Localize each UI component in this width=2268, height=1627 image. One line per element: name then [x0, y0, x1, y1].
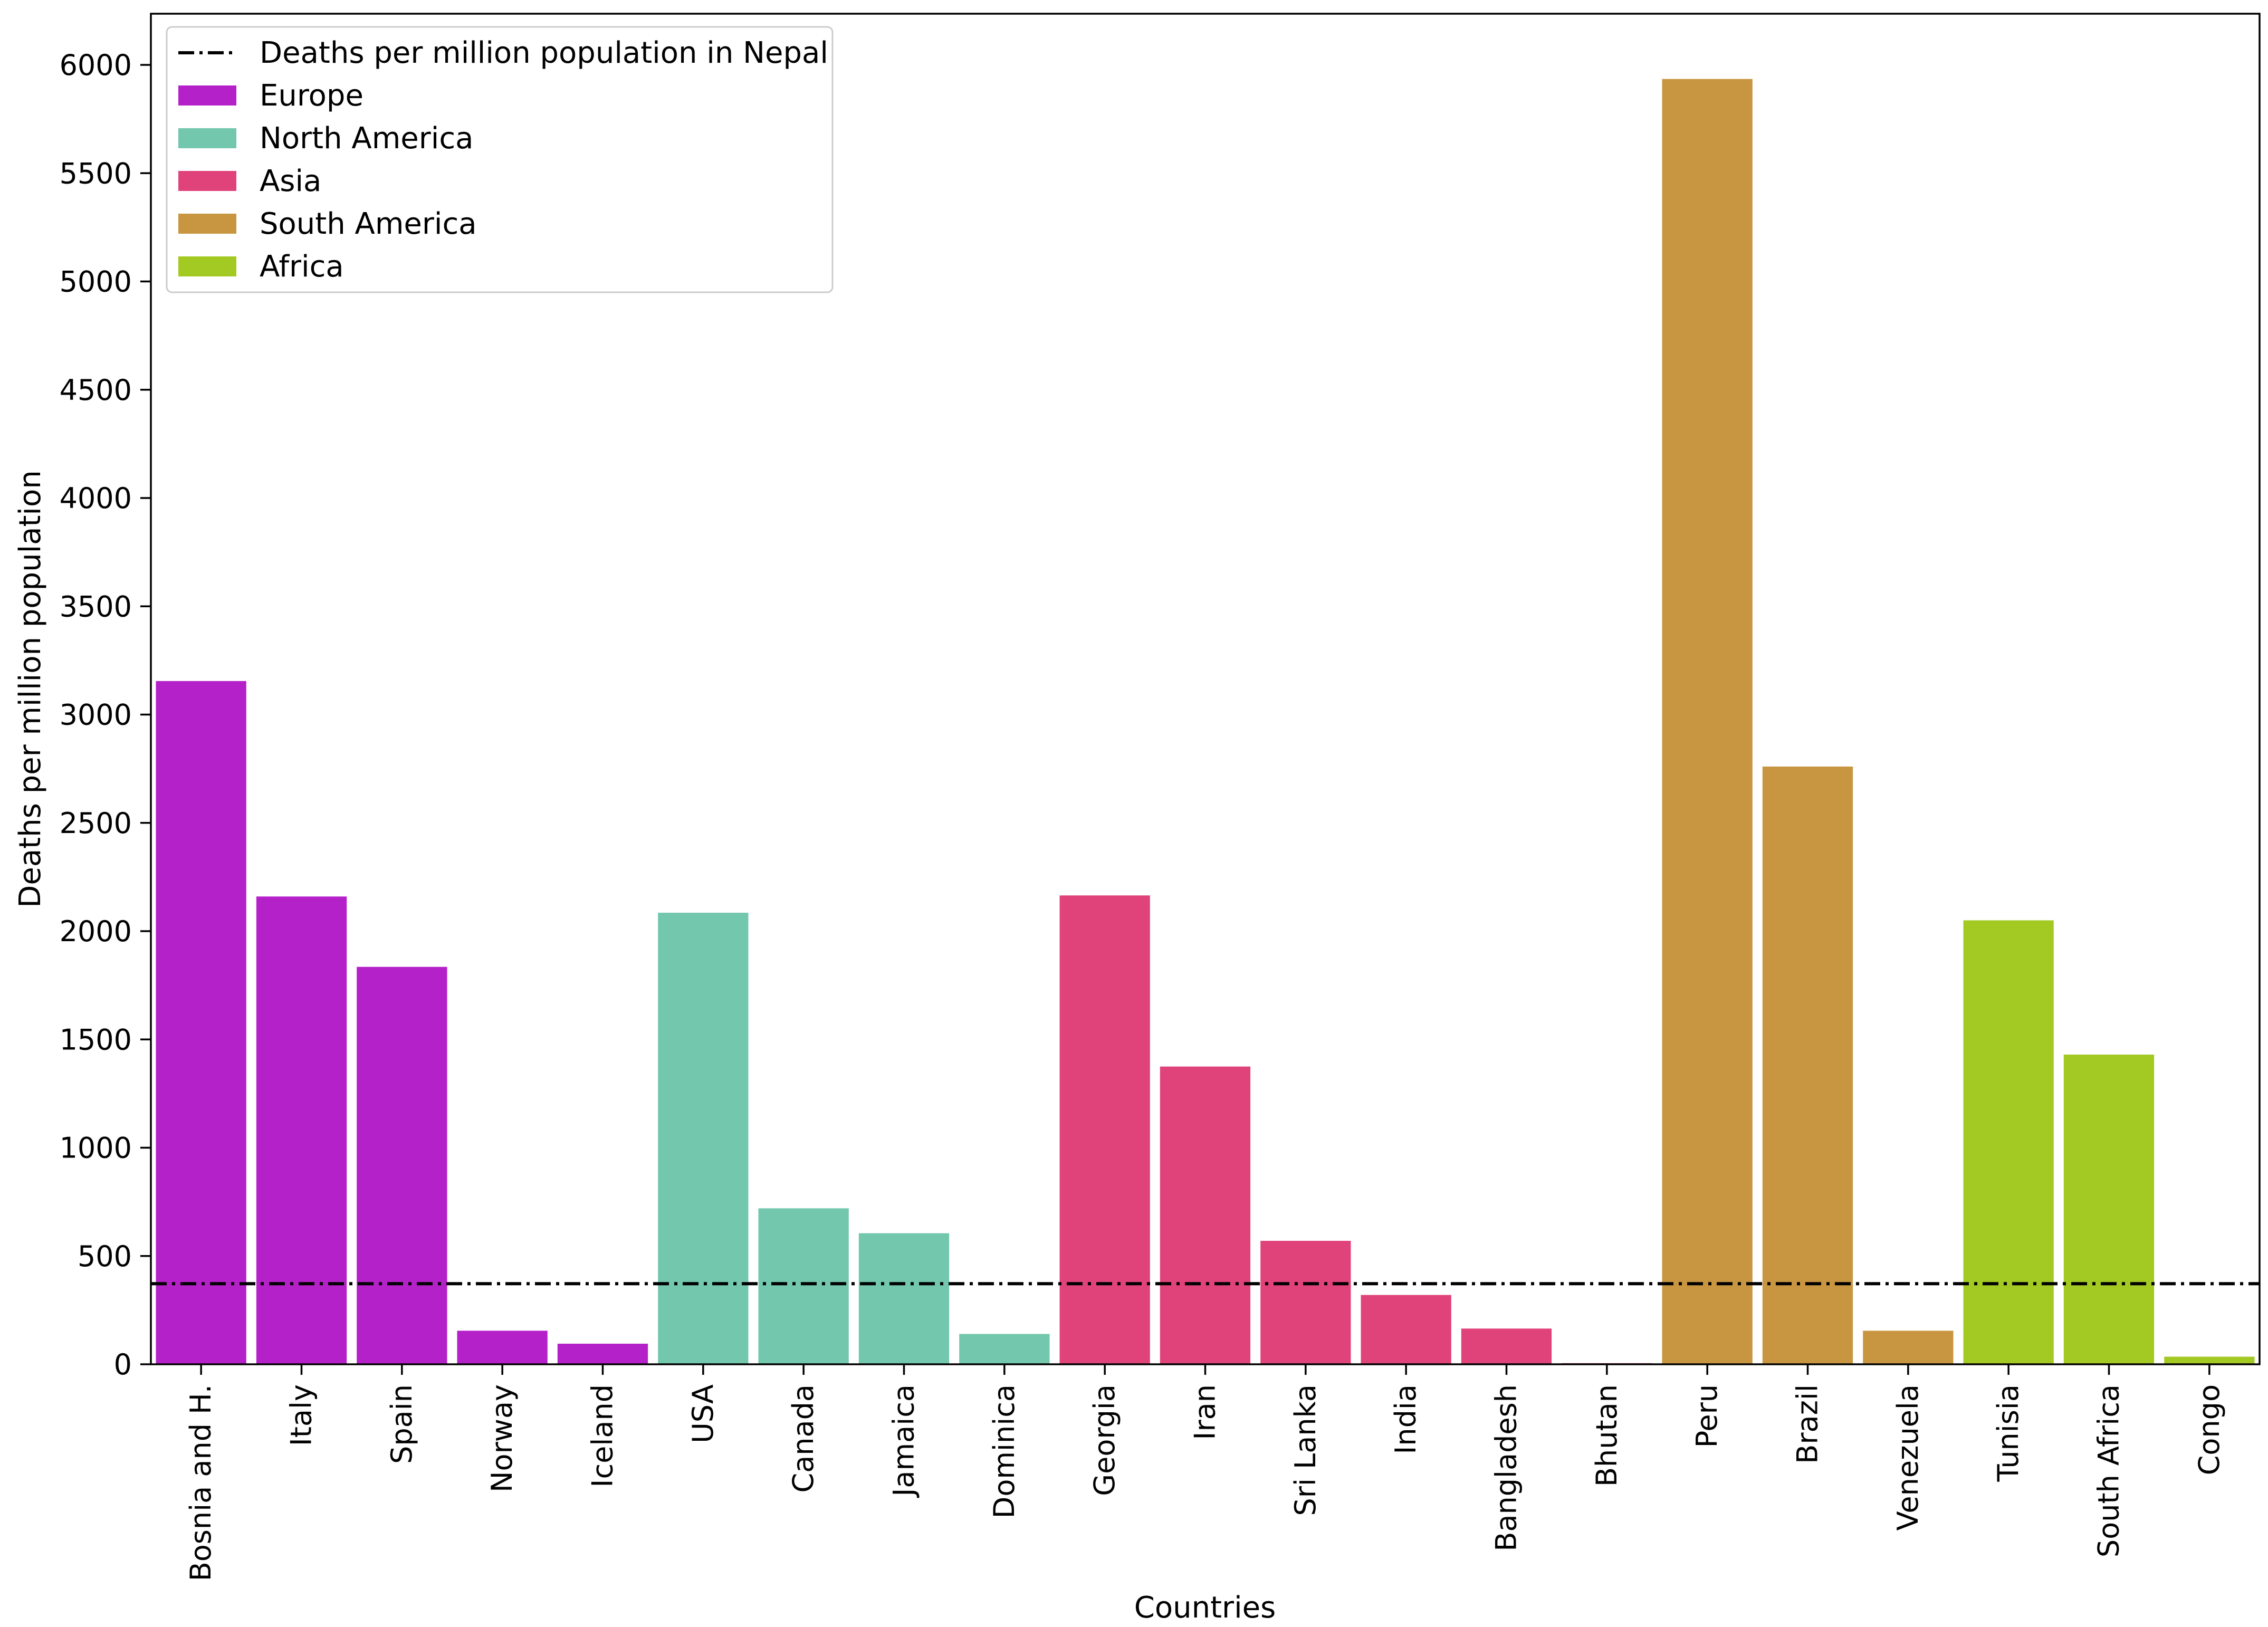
bar-georgia [1059, 895, 1150, 1364]
y-axis: 0 500 1000 1500 2000 2500 3000 3500 4000 4500 5000… [60, 49, 151, 1381]
bar-sri-lanka [1260, 1241, 1351, 1364]
y-tick-label: 4000 [60, 482, 132, 515]
x-tick-label: Iceland [586, 1384, 619, 1487]
bar-italy [256, 896, 347, 1364]
x-tick-label: Norway [485, 1384, 519, 1492]
legend: Deaths per million population in Nepal E… [166, 26, 834, 293]
legend-swatch-europe [178, 85, 236, 106]
x-tick-label: Iran [1189, 1384, 1222, 1440]
x-tick-label: Jamaica [887, 1384, 921, 1498]
bar-brazil [1762, 767, 1853, 1364]
y-tick-label: 1000 [60, 1132, 132, 1165]
bars-layer [156, 79, 2255, 1365]
bar-south-africa [2063, 1055, 2155, 1364]
y-tick-label: 5500 [60, 157, 132, 190]
x-tick-label: Congo [2193, 1384, 2226, 1475]
legend-label-europe: Europe [260, 79, 363, 113]
y-tick-label: 0 [114, 1348, 132, 1381]
bar-bangladesh [1461, 1328, 1552, 1364]
bar-dominica [959, 1334, 1050, 1364]
bar-tunisia [1963, 920, 2054, 1364]
legend-swatch-south-america [178, 214, 236, 234]
legend-label-reference-line: Deaths per million population in Nepal [260, 36, 828, 70]
x-tick-label: USA [686, 1384, 720, 1443]
legend-label-south-america: South America [260, 207, 477, 241]
y-tick-label: 1500 [60, 1023, 132, 1056]
bar-peru [1662, 79, 1753, 1365]
x-tick-label: India [1389, 1384, 1422, 1454]
x-axis-title: Countries [1134, 1591, 1276, 1625]
y-tick-label: 3000 [60, 698, 132, 732]
x-tick-label: Georgia [1088, 1384, 1121, 1496]
x-tick-label: Venezuela [1891, 1384, 1925, 1530]
legend-swatch-africa [178, 256, 236, 276]
legend-swatch-north-america [178, 128, 236, 148]
plot-frame [150, 13, 2261, 1365]
y-tick-label: 6000 [60, 49, 132, 82]
y-tick-label: 2000 [60, 915, 132, 948]
bar-iran [1160, 1066, 1251, 1364]
x-tick-label: Brazil [1791, 1384, 1824, 1464]
bar-spain [357, 966, 447, 1364]
bar-iceland [557, 1344, 648, 1364]
y-tick-label: 3500 [60, 590, 132, 623]
legend-label-africa: Africa [260, 250, 344, 284]
y-tick-label: 4500 [60, 374, 132, 407]
y-tick-label: 2500 [60, 807, 132, 840]
bar-bosnia-and-h [156, 681, 246, 1364]
legend-box [166, 26, 834, 293]
legend-label-north-america: North America [260, 121, 473, 156]
x-tick-label: Dominica [988, 1384, 1021, 1518]
bar-india [1361, 1295, 1451, 1364]
bar-jamaica [858, 1233, 950, 1364]
bar-norway [457, 1331, 548, 1364]
x-tick-label: Peru [1690, 1384, 1724, 1448]
x-tick-label: Bhutan [1590, 1384, 1623, 1487]
bar-congo [2164, 1356, 2255, 1364]
bar-venezuela [1863, 1331, 1954, 1364]
x-tick-label: Canada [787, 1384, 820, 1492]
x-axis: Bosnia and H. Italy Spain Norway Iceland USA C… [184, 1364, 2226, 1581]
x-tick-label: South Africa [2092, 1384, 2126, 1557]
y-tick-label: 5000 [60, 265, 132, 299]
y-axis-title: Deaths per million population [13, 470, 47, 907]
x-tick-label: Bangladesh [1490, 1384, 1523, 1552]
legend-label-asia: Asia [260, 164, 321, 198]
y-tick-label: 500 [78, 1240, 132, 1273]
x-tick-label: Tunisia [1992, 1384, 2025, 1482]
x-tick-label: Bosnia and H. [184, 1384, 217, 1581]
x-tick-label: Sri Lanka [1289, 1384, 1322, 1516]
legend-swatch-asia [178, 171, 236, 191]
bar-canada [758, 1208, 849, 1364]
x-tick-label: Spain [385, 1384, 418, 1464]
x-tick-label: Italy [285, 1384, 318, 1446]
bar-usa [658, 913, 749, 1364]
